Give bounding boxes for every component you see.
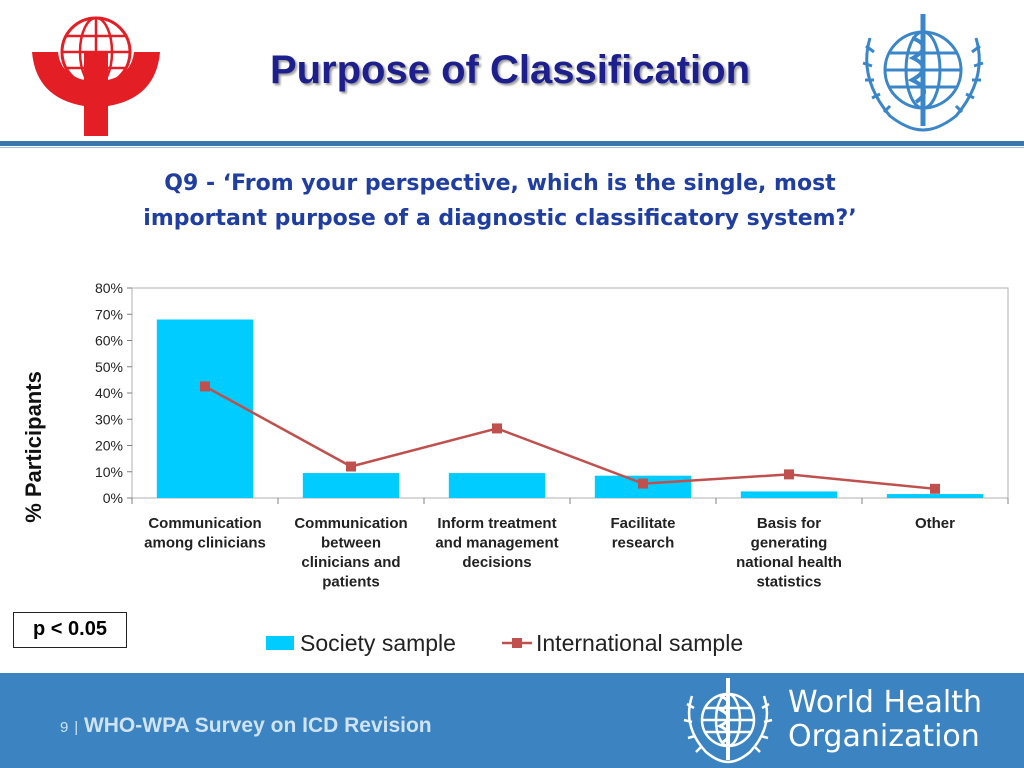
bar — [740, 491, 838, 498]
y-tick-label: 70% — [95, 306, 123, 322]
y-tick-label: 50% — [95, 359, 123, 375]
y-axis-title: % Participants — [21, 371, 46, 523]
wpa-globe-logo — [32, 16, 160, 136]
significance-note: p < 0.05 — [13, 612, 127, 648]
who-emblem-white-logo — [683, 678, 773, 764]
legend-swatch-bar — [266, 636, 294, 650]
chart-legend: Society sample International sample — [266, 627, 786, 659]
bar — [302, 473, 400, 498]
x-tick-label: Inform treatment and management decisions — [435, 515, 558, 571]
x-tick-label: Basis for generating national health statis… — [736, 515, 842, 591]
who-wordmark: World Health Organization — [788, 686, 982, 754]
x-tick-label: Other — [915, 515, 955, 532]
legend-item-international: International sample — [502, 627, 743, 659]
line-point — [638, 478, 648, 489]
legend-label-international: International sample — [536, 629, 744, 656]
header-divider — [0, 141, 1024, 146]
footer-separator: | — [74, 719, 79, 736]
who-wordmark-line-2: Organization — [788, 719, 980, 754]
line-point — [346, 461, 356, 472]
bar — [156, 319, 254, 498]
footer-title: WHO-WPA Survey on ICD Revision — [83, 714, 432, 737]
footer-caption: 9 | WHO-WPA Survey on ICD Revision — [60, 714, 432, 738]
series-line — [204, 385, 936, 491]
legend-label-society: Society sample — [300, 629, 456, 656]
survey-question: Q9 - ‘From your perspective, which is th… — [110, 166, 890, 236]
page-title: Purpose of Classification — [269, 48, 751, 92]
y-tick-label: 20% — [95, 438, 123, 454]
line-point — [200, 381, 210, 392]
line-point — [492, 423, 502, 434]
y-tick-label: 30% — [95, 411, 123, 427]
y-tick-label: 80% — [95, 280, 123, 296]
bar — [886, 494, 984, 498]
question-line-2: important purpose of a diagnostic classi… — [143, 206, 857, 231]
x-tick-label: Communication among clinicians — [144, 515, 266, 552]
legend-item-society: Society sample — [266, 627, 456, 659]
y-tick-label: 40% — [95, 385, 123, 401]
purpose-chart: 0% 10% 20% 30% 40% 50% 60% 70% 80% Communication a… — [95, 280, 1009, 591]
who-wordmark-line-1: World Health — [788, 685, 983, 720]
bar — [448, 473, 546, 498]
plot-frame — [131, 287, 1009, 499]
y-tick-label: 0% — [103, 490, 123, 506]
line-point — [784, 469, 794, 480]
y-tick-label: 10% — [95, 464, 123, 480]
line-point — [930, 483, 940, 494]
header-divider-thin — [0, 147, 1024, 148]
page-number: 9 — [60, 719, 69, 736]
x-tick-label: Communication between clinicians and patien… — [294, 515, 407, 591]
legend-swatch-line — [502, 638, 532, 648]
question-line-1: Q9 - ‘From your perspective, which is th… — [164, 171, 836, 196]
y-tick-label: 60% — [95, 333, 123, 349]
slide-header: Purpose of Classification — [0, 0, 1024, 143]
x-tick-label: Facilitate research — [610, 515, 675, 552]
slide-footer — [0, 673, 1024, 768]
who-emblem-logo — [862, 14, 984, 132]
